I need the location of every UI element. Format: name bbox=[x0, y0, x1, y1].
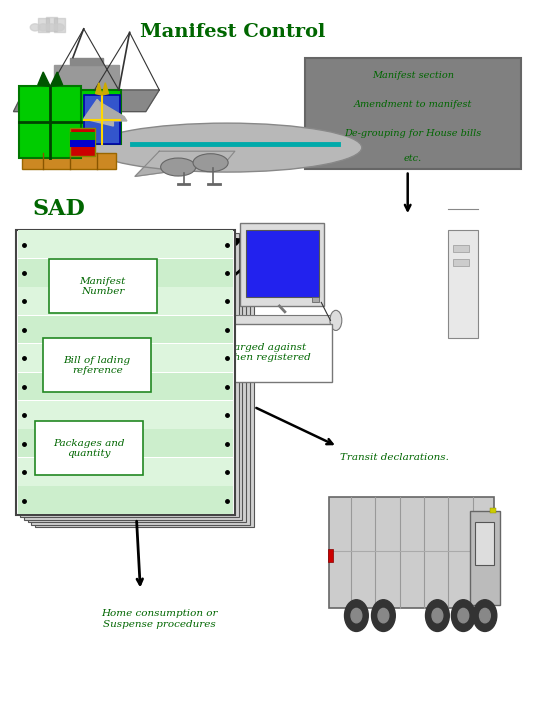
FancyBboxPatch shape bbox=[227, 315, 338, 328]
FancyBboxPatch shape bbox=[470, 511, 500, 605]
FancyBboxPatch shape bbox=[49, 259, 157, 313]
FancyBboxPatch shape bbox=[490, 508, 496, 513]
Ellipse shape bbox=[193, 154, 228, 172]
Text: Cargo entered directly into
ModCAR by carrier.: Cargo entered directly into ModCAR by ca… bbox=[73, 253, 208, 272]
FancyBboxPatch shape bbox=[240, 223, 324, 306]
Polygon shape bbox=[102, 83, 109, 95]
Circle shape bbox=[378, 608, 389, 623]
Circle shape bbox=[345, 600, 368, 631]
Text: Home consumption or
Suspense procedures: Home consumption or Suspense procedures bbox=[101, 610, 218, 629]
FancyBboxPatch shape bbox=[22, 153, 116, 169]
Text: Manifest
Number: Manifest Number bbox=[79, 276, 126, 296]
FancyBboxPatch shape bbox=[43, 338, 151, 392]
FancyBboxPatch shape bbox=[18, 315, 233, 343]
FancyBboxPatch shape bbox=[70, 140, 94, 147]
FancyBboxPatch shape bbox=[18, 259, 233, 287]
Polygon shape bbox=[14, 90, 159, 112]
FancyBboxPatch shape bbox=[453, 259, 469, 266]
FancyBboxPatch shape bbox=[16, 230, 235, 515]
Polygon shape bbox=[84, 99, 113, 126]
FancyBboxPatch shape bbox=[18, 429, 233, 457]
FancyBboxPatch shape bbox=[28, 238, 246, 523]
Text: Manifest Control: Manifest Control bbox=[139, 23, 325, 41]
Polygon shape bbox=[38, 72, 50, 86]
Circle shape bbox=[473, 600, 497, 631]
FancyBboxPatch shape bbox=[78, 90, 122, 144]
FancyBboxPatch shape bbox=[18, 458, 233, 486]
FancyBboxPatch shape bbox=[18, 487, 233, 514]
Text: Amendment to manifest: Amendment to manifest bbox=[354, 100, 472, 109]
Polygon shape bbox=[96, 83, 102, 95]
Circle shape bbox=[432, 608, 443, 623]
FancyBboxPatch shape bbox=[70, 132, 94, 140]
FancyBboxPatch shape bbox=[305, 58, 521, 169]
FancyBboxPatch shape bbox=[35, 421, 143, 475]
FancyBboxPatch shape bbox=[70, 128, 94, 156]
FancyBboxPatch shape bbox=[448, 230, 478, 338]
FancyBboxPatch shape bbox=[35, 243, 254, 527]
Text: Manifest section: Manifest section bbox=[372, 71, 454, 80]
FancyBboxPatch shape bbox=[18, 373, 233, 400]
Polygon shape bbox=[70, 58, 103, 65]
Polygon shape bbox=[135, 151, 235, 176]
Circle shape bbox=[426, 600, 449, 631]
Circle shape bbox=[458, 608, 469, 623]
FancyBboxPatch shape bbox=[18, 287, 233, 315]
Text: SAD discharged against
manifest when registered: SAD discharged against manifest when reg… bbox=[176, 343, 310, 362]
FancyBboxPatch shape bbox=[154, 324, 332, 382]
FancyBboxPatch shape bbox=[329, 497, 494, 608]
FancyBboxPatch shape bbox=[18, 344, 233, 372]
Circle shape bbox=[351, 608, 362, 623]
Ellipse shape bbox=[30, 24, 40, 31]
Text: etc.: etc. bbox=[404, 154, 422, 163]
Ellipse shape bbox=[161, 158, 196, 176]
FancyBboxPatch shape bbox=[18, 401, 233, 429]
Circle shape bbox=[372, 600, 395, 631]
Text: Transit declarations.: Transit declarations. bbox=[340, 453, 449, 462]
Ellipse shape bbox=[92, 123, 362, 172]
Polygon shape bbox=[100, 102, 127, 121]
FancyBboxPatch shape bbox=[31, 240, 250, 525]
Ellipse shape bbox=[38, 24, 48, 31]
Ellipse shape bbox=[55, 24, 64, 31]
Text: SAD: SAD bbox=[32, 197, 85, 220]
FancyBboxPatch shape bbox=[19, 86, 81, 158]
Text: Packages and
quantity: Packages and quantity bbox=[53, 438, 125, 458]
Ellipse shape bbox=[46, 24, 56, 31]
Circle shape bbox=[451, 600, 475, 631]
Text: De-grouping for House bills: De-grouping for House bills bbox=[345, 129, 482, 138]
FancyBboxPatch shape bbox=[246, 230, 319, 297]
FancyBboxPatch shape bbox=[24, 235, 242, 520]
FancyBboxPatch shape bbox=[328, 549, 333, 562]
FancyBboxPatch shape bbox=[475, 522, 494, 565]
Ellipse shape bbox=[330, 310, 342, 330]
FancyBboxPatch shape bbox=[84, 95, 120, 144]
Text: Bill of lading
reference: Bill of lading reference bbox=[64, 356, 131, 375]
FancyBboxPatch shape bbox=[18, 230, 233, 258]
Polygon shape bbox=[50, 72, 63, 86]
Circle shape bbox=[480, 608, 490, 623]
FancyBboxPatch shape bbox=[453, 245, 469, 252]
Polygon shape bbox=[54, 65, 119, 90]
FancyBboxPatch shape bbox=[20, 233, 239, 517]
FancyBboxPatch shape bbox=[312, 297, 319, 302]
